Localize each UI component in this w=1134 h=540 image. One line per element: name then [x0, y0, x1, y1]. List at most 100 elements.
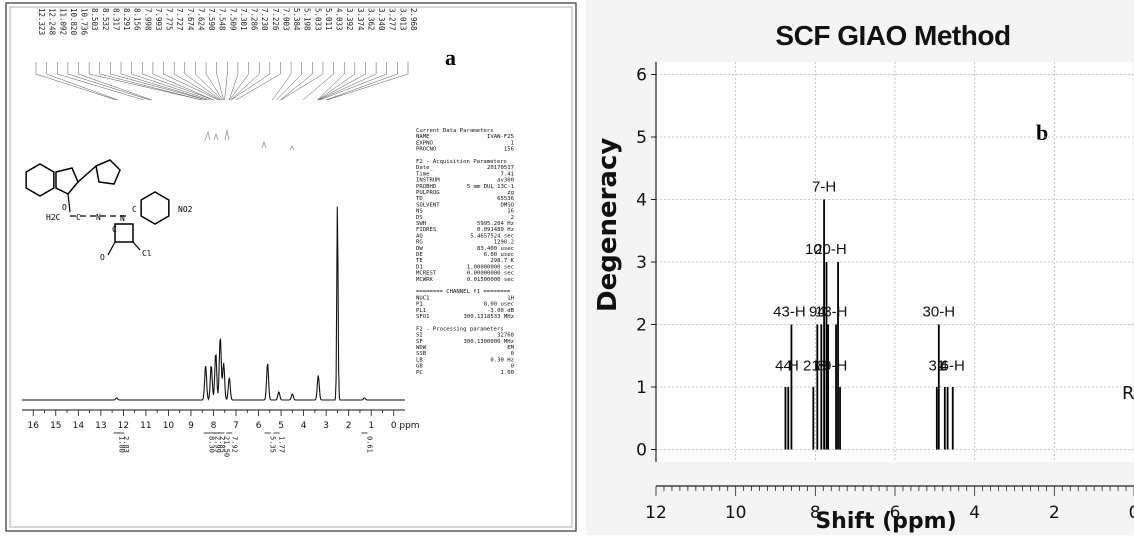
proton-label: 30-H — [923, 304, 956, 321]
ppm-tick-label: 3 — [323, 421, 329, 431]
param-value: zg — [507, 190, 514, 196]
imidazole-ring — [55, 167, 79, 195]
peak-leader-line — [78, 73, 152, 101]
ppm-tick-label: 10 — [163, 421, 175, 431]
y-tick-label: 4 — [636, 191, 647, 211]
peak-shift-label: 8.156 — [133, 8, 142, 31]
peak-leader-line — [195, 73, 223, 101]
peak-leader-line — [317, 73, 356, 101]
atom-label: O — [62, 203, 67, 212]
peak-shift-label: 8.291 — [122, 8, 131, 31]
peak-leader-line — [57, 73, 144, 101]
param-key: SOLVENT — [416, 202, 440, 208]
param-key: SWH — [416, 221, 426, 227]
atom-label: C — [112, 225, 117, 234]
azetidinone-ring — [114, 223, 134, 243]
peak-leader-line — [317, 73, 345, 101]
proton-label: 21 — [803, 357, 820, 374]
y-axis-label: Degeneracy — [593, 138, 623, 312]
param-value: 1 — [511, 140, 514, 146]
peak-shift-label: 7.226 — [271, 8, 280, 31]
peak-leader-line — [230, 73, 260, 101]
proton-label: H — [788, 357, 799, 374]
peak-leader-line — [142, 73, 214, 101]
peak-shift-label: 3.277 — [388, 8, 397, 31]
ppm-tick-label: 12 — [118, 421, 129, 431]
proton-label: 94 — [809, 304, 826, 321]
param-value: 65536 — [497, 196, 514, 202]
peak-shift-label: 5.011 — [324, 8, 333, 31]
param-value: -3.00 dB — [487, 308, 515, 314]
faint-trace — [204, 129, 295, 151]
param-value: EM — [507, 345, 514, 351]
y-tick-label: 6 — [636, 66, 647, 86]
peak-leader-line — [99, 73, 202, 101]
ppm-tick-label: 6 — [256, 421, 262, 431]
peak-shift-label: 3.013 — [398, 8, 407, 31]
peak-shift-label: 7.674 — [186, 8, 195, 31]
y-tick-label: 1 — [636, 378, 647, 398]
proton-label: 10 — [805, 241, 822, 258]
peak-shift-label: 7.301 — [239, 8, 248, 31]
param-value: 300.1300000 MHz — [463, 339, 514, 345]
integral-value: 7.92 — [230, 436, 238, 453]
param-key: ======== CHANNEL f1 ======== — [416, 289, 511, 295]
ppm-unit-label: ppm — [399, 421, 419, 431]
peak-shift-label: 3.374 — [356, 8, 365, 31]
ppm-tick-label: 11 — [140, 421, 151, 431]
peak-leader-line — [224, 73, 228, 101]
param-value: 1H — [507, 295, 514, 301]
x-tick-label: 8 — [810, 503, 821, 523]
bond-line — [77, 165, 97, 183]
proton-label: 7-H — [812, 179, 836, 196]
chart-title: SCF GIAO Method — [775, 20, 1010, 51]
param-value: 1.00000000 sec — [467, 264, 514, 270]
param-key: SF — [416, 339, 423, 345]
param-key: PULPROG — [416, 190, 440, 196]
peak-shift-label: 7.590 — [207, 8, 216, 31]
param-key: WDW — [416, 345, 427, 351]
param-key: F2 - Processing parameters — [416, 326, 504, 332]
atom-label: N — [120, 214, 125, 223]
ppm-tick-label: 4 — [301, 421, 307, 431]
param-value: 298.7 K — [490, 258, 514, 264]
peak-leader-line — [184, 73, 221, 101]
peak-leader-line — [276, 73, 302, 101]
degeneracy-bars — [784, 199, 954, 450]
peak-shift-label: 7.624 — [196, 8, 205, 31]
peak-shift-label: 7.003 — [281, 8, 290, 31]
param-value: 0.091480 Hz — [477, 227, 514, 233]
peak-shift-label: 7.998 — [143, 8, 152, 31]
param-key: D1 — [416, 264, 423, 270]
x-tick-label: 6 — [890, 503, 901, 523]
giao-chart-panel: SCF GIAO Method b 0123456121086420 7-H10… — [586, 0, 1134, 535]
peak-shift-label: 5.198 — [303, 8, 312, 31]
peak-shift-label: 7.230 — [260, 8, 269, 31]
ppm-axis: 16 15 14 13 12 11 10 9 8 7 6 5 4 3 2 1 0 ppm — [22, 409, 420, 431]
atom-label: C — [132, 205, 137, 214]
peak-leader-line — [272, 73, 292, 101]
peak-leader-line — [174, 73, 220, 101]
param-value: DMSO — [501, 202, 515, 208]
param-key: Time — [416, 171, 430, 177]
param-key: SI — [416, 333, 423, 339]
param-value: 0.30 Hz — [490, 357, 514, 363]
proton-label: 44 — [775, 357, 792, 374]
x-tick-label: 12 — [645, 503, 667, 523]
param-key: PROCNO — [416, 147, 437, 153]
param-key: PROBHD — [416, 184, 437, 190]
proton-label: 6-H — [941, 357, 965, 374]
ppm-tick-label: 0 — [391, 421, 397, 431]
integral-value: 5.35 — [269, 436, 277, 453]
phenyl-ring — [140, 191, 170, 225]
bond-line — [132, 241, 141, 251]
nmr-spectrum-figure: a 12.323 12.248 11.092 10.820 10.736 8.503 8.5… — [5, 2, 577, 532]
integral-value: 8.30 — [208, 436, 216, 453]
spectrum-line — [22, 206, 405, 401]
param-value: av300 — [497, 178, 514, 184]
peak-leader-line — [235, 73, 281, 101]
param-value: 0.01500000 sec — [467, 277, 514, 283]
